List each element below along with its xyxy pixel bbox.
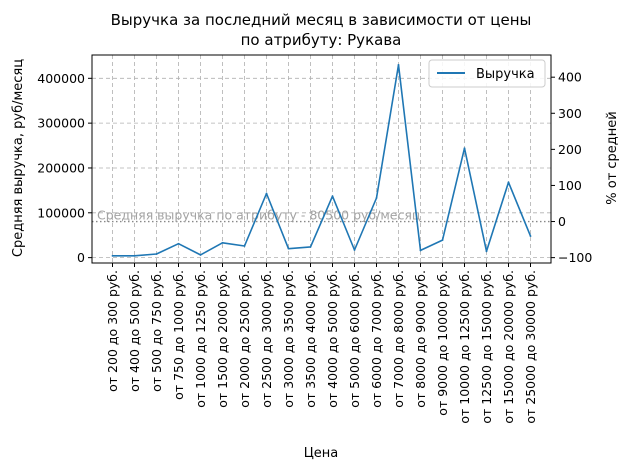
x-tick-label: от 10000 до 12500 руб. xyxy=(457,270,472,424)
x-tick-label: от 25000 до 30000 руб. xyxy=(523,270,538,424)
data-point xyxy=(441,239,444,242)
x-tick-label: от 9000 до 10000 руб. xyxy=(435,270,450,416)
x-tick-label: от 7000 до 8000 руб. xyxy=(391,270,406,408)
y2-axis: −100 0 100 200 300 400 xyxy=(551,70,592,265)
x-tick-label: от 8000 до 9000 руб. xyxy=(413,270,428,408)
x-tick-label: от 3500 до 4000 руб. xyxy=(303,270,318,408)
x-tick-label: от 750 до 1000 руб. xyxy=(171,270,186,400)
legend-box xyxy=(428,59,546,88)
data-point xyxy=(507,181,510,184)
y2-tick-label: 0 xyxy=(558,214,566,229)
data-point xyxy=(243,245,246,247)
data-point xyxy=(331,195,334,198)
x-tick-label: от 200 до 300 руб. xyxy=(105,270,120,392)
y-tick-label: 400000 xyxy=(37,71,85,86)
x-tick-label: от 400 до 500 руб. xyxy=(127,270,142,392)
data-point xyxy=(485,250,488,253)
x-tick-label: от 5000 до 6000 руб. xyxy=(347,270,362,408)
y2-axis-label: % от средней xyxy=(605,111,620,204)
x-axis-label: Цена xyxy=(304,446,339,461)
y2-tick-label: 300 xyxy=(558,106,582,121)
x-tick-label: от 6000 до 7000 руб. xyxy=(369,270,384,408)
y-tick-label: 0 xyxy=(77,250,85,265)
x-tick-label: от 500 до 750 руб. xyxy=(149,270,164,392)
y2-tick-label: 200 xyxy=(558,142,582,157)
data-point xyxy=(309,245,312,248)
chart-title-line-2: по атрибуту: Рукава xyxy=(241,31,402,49)
x-tick-label: от 1500 до 2000 руб. xyxy=(215,270,230,408)
y-tick-label: 100000 xyxy=(37,205,85,220)
data-point xyxy=(529,235,532,238)
y-axis-label: Средняя выручка, руб/месяц xyxy=(11,59,26,257)
data-point xyxy=(155,253,158,255)
plot-frame xyxy=(91,54,552,264)
x-tick-label: от 1000 до 1250 руб. xyxy=(193,270,208,408)
y-tick-label: 300000 xyxy=(37,116,85,131)
data-point xyxy=(419,249,422,252)
data-point xyxy=(287,247,290,250)
data-point xyxy=(375,197,378,199)
y2-tick-label: 400 xyxy=(558,70,582,85)
y2-tick-label: 100 xyxy=(558,178,582,193)
data-point xyxy=(221,241,224,244)
x-axis: от 200 до 300 руб. от 400 до 500 руб. от 5… xyxy=(105,263,538,424)
y-axis: 0 100000 200000 300000 400000 xyxy=(37,71,92,265)
data-point xyxy=(265,192,268,195)
legend: Выручка xyxy=(428,59,546,88)
x-tick-label: от 4000 до 5000 руб. xyxy=(325,270,340,408)
data-point xyxy=(397,63,400,66)
x-tick-label: от 15000 до 20000 руб. xyxy=(501,270,516,424)
x-tick-label: от 2000 до 2500 руб. xyxy=(237,270,252,408)
x-tick-label: от 2500 до 3000 руб. xyxy=(259,270,274,408)
data-point xyxy=(177,242,180,245)
data-point xyxy=(199,254,202,256)
data-point xyxy=(111,254,114,257)
y-tick-label: 200000 xyxy=(37,160,85,175)
series-line xyxy=(112,64,532,257)
x-tick-label: от 12500 до 15000 руб. xyxy=(479,270,494,424)
chart-title-line-1: Выручка за последний месяц в зависимости… xyxy=(111,11,532,29)
x-tick-label: от 3000 до 3500 руб. xyxy=(281,270,296,408)
series-group xyxy=(111,63,532,257)
data-point xyxy=(133,254,136,257)
data-point xyxy=(353,249,356,251)
data-point xyxy=(463,147,466,150)
legend-label: Выручка xyxy=(476,67,535,82)
y2-tick-label: −100 xyxy=(558,250,592,265)
